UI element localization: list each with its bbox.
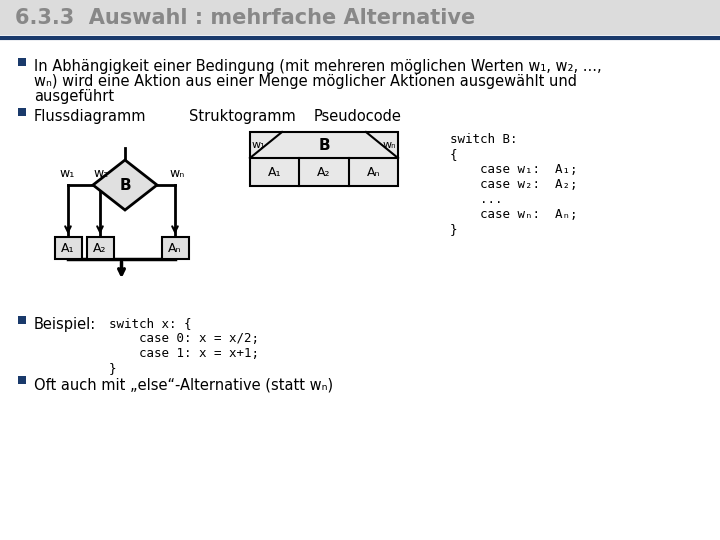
Text: Struktogramm: Struktogramm (189, 109, 296, 124)
Text: Aₙ: Aₙ (366, 165, 380, 179)
Text: A₁: A₁ (268, 165, 282, 179)
Bar (161, 237, 189, 259)
Bar (86, 237, 114, 259)
Text: ...: ... (450, 193, 503, 206)
Polygon shape (93, 160, 157, 210)
Bar (18, 108, 26, 116)
Text: Flussdiagramm: Flussdiagramm (34, 109, 146, 124)
Text: B: B (120, 178, 131, 192)
Text: w₁: w₁ (251, 140, 265, 150)
Bar (18, 376, 26, 384)
Text: A₂: A₂ (94, 241, 107, 254)
Text: w₂: w₂ (94, 167, 109, 180)
Text: case w₂:  A₂;: case w₂: A₂; (450, 178, 577, 191)
Text: case 1: x = x+1;: case 1: x = x+1; (109, 347, 259, 360)
Bar (18, 316, 26, 324)
Bar (18, 58, 26, 66)
Text: B: B (318, 138, 330, 152)
Text: wₙ) wird eine Aktion aus einer Menge möglicher Aktionen ausgewählt und: wₙ) wird eine Aktion aus einer Menge mög… (34, 74, 577, 89)
Text: ausgeführt: ausgeführt (34, 89, 114, 104)
Text: w₁: w₁ (59, 167, 75, 180)
Text: switch x: {: switch x: { (109, 317, 192, 330)
Text: wₙ: wₙ (169, 167, 184, 180)
Text: wₙ: wₙ (382, 140, 396, 150)
Text: case w₁:  A₁;: case w₁: A₁; (450, 163, 577, 176)
Text: switch B:: switch B: (450, 133, 518, 146)
Text: A₂: A₂ (318, 165, 330, 179)
Text: Oft auch mit „else“-Alternative (statt wₙ): Oft auch mit „else“-Alternative (statt w… (34, 377, 333, 392)
Bar (0, 0, 720, 35)
Text: Pseudocode: Pseudocode (314, 109, 402, 124)
Text: 6.3.3  Auswahl : mehrfache Alternative: 6.3.3 Auswahl : mehrfache Alternative (15, 8, 475, 28)
Text: case 0: x = x/2;: case 0: x = x/2; (109, 332, 259, 345)
Text: {: { (450, 148, 457, 161)
Text: }: } (109, 362, 117, 375)
Text: Beispiel:: Beispiel: (34, 317, 96, 332)
Text: In Abhängigkeit einer Bedingung (mit mehreren möglichen Werten w₁, w₂, ...,: In Abhängigkeit einer Bedingung (mit meh… (34, 59, 602, 74)
Text: case wₙ:  Aₙ;: case wₙ: Aₙ; (450, 208, 577, 221)
Text: }: } (450, 223, 457, 236)
Text: Aₙ: Aₙ (168, 241, 181, 254)
Text: A₁: A₁ (61, 241, 75, 254)
Bar (55, 237, 81, 259)
Bar (250, 132, 398, 186)
